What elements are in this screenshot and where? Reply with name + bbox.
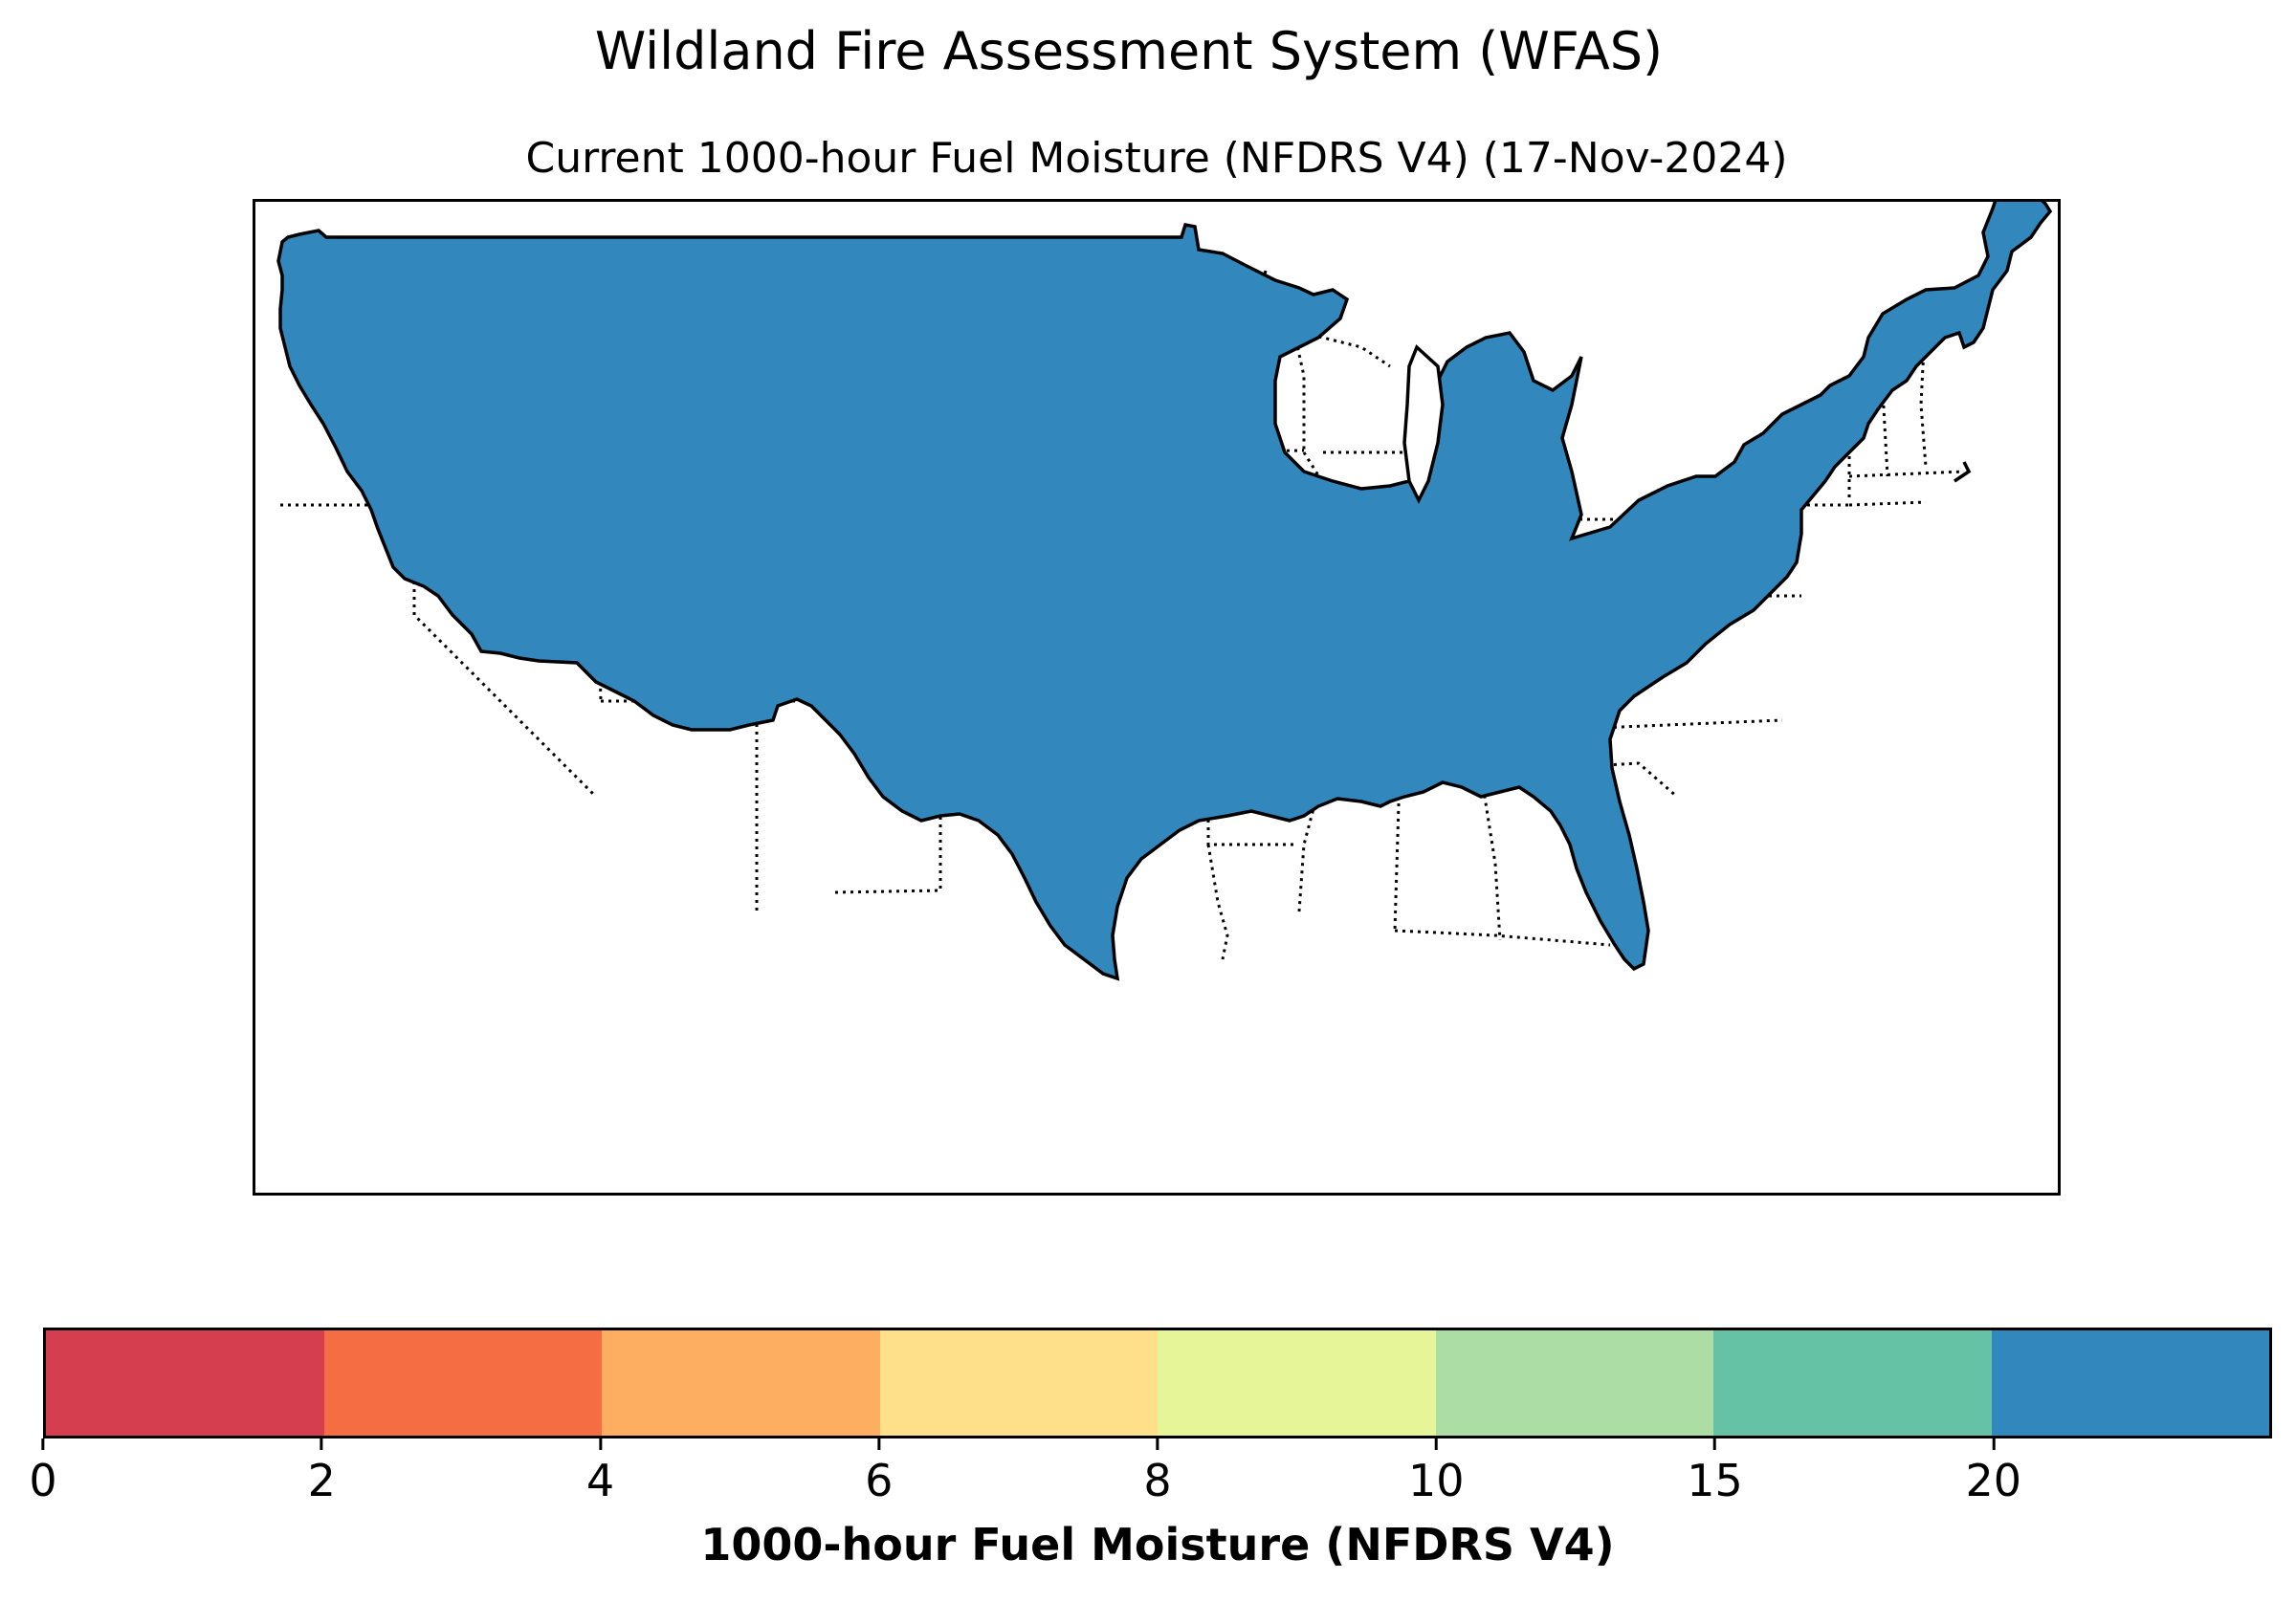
lake-michigan [1402,344,1445,504]
colorbar-bin-10-15 [1435,1330,1713,1436]
map-title: Current 1000-hour Fuel Moisture (NFDRS V… [525,134,1788,183]
colorbar-tick: 15 [1687,1438,1743,1507]
zone-8-10-west-az [596,749,673,864]
colorbar-tick: 8 [1143,1438,1172,1507]
state-line-al-ga [1479,772,1502,941]
colorbar-bin-15-20 [1713,1330,1992,1436]
zone-15-20-florida [1601,998,1639,1103]
map-panel [253,199,2061,1196]
cape-cod [1954,461,1972,483]
colorbar-bin-6-8 [879,1330,1158,1436]
colorbar-tick: 20 [1965,1438,2021,1507]
colorbar-tick: 6 [865,1438,893,1507]
colorbar-bin-20-up [1991,1330,2269,1436]
state-line-la-tx [1206,844,1229,960]
coastline [276,202,2052,980]
state-line-ms-al [1393,772,1402,932]
state-line-ma-nh [1848,470,1965,478]
colorbar-tick: 0 [29,1438,57,1507]
colorbar-bin-4-6 [602,1330,880,1436]
colorbar-bin-8-10 [1158,1330,1436,1436]
colorbar-tick: 10 [1408,1438,1465,1507]
colorbar-label: 1000-hour Fuel Moisture (NFDRS V4) [700,1519,1615,1570]
figure-suptitle: Wildland Fire Assessment System (WFAS) [594,21,1664,81]
conus-outline [276,202,2052,980]
zone-6-8-spot-2 [535,833,558,864]
state-line-ma-ct [1848,500,1927,507]
zone-15-20-cal-coast [309,538,424,825]
colorbar-tick: 4 [586,1438,614,1507]
colorbar-ticks: 0 2 4 6 8 10 15 20 [29,1438,2272,1506]
state-line-nc-sc [1552,761,1678,799]
colorbar-bin-0-2 [46,1330,324,1436]
zone-6-8-spot-1 [556,793,583,825]
colorbar [43,1328,2272,1438]
us-fuel-moisture-map [276,202,2052,1103]
state-line-ga-fl [1394,929,1611,947]
colorbar-tick: 2 [308,1438,336,1507]
colorbar-bin-2-4 [323,1330,602,1436]
